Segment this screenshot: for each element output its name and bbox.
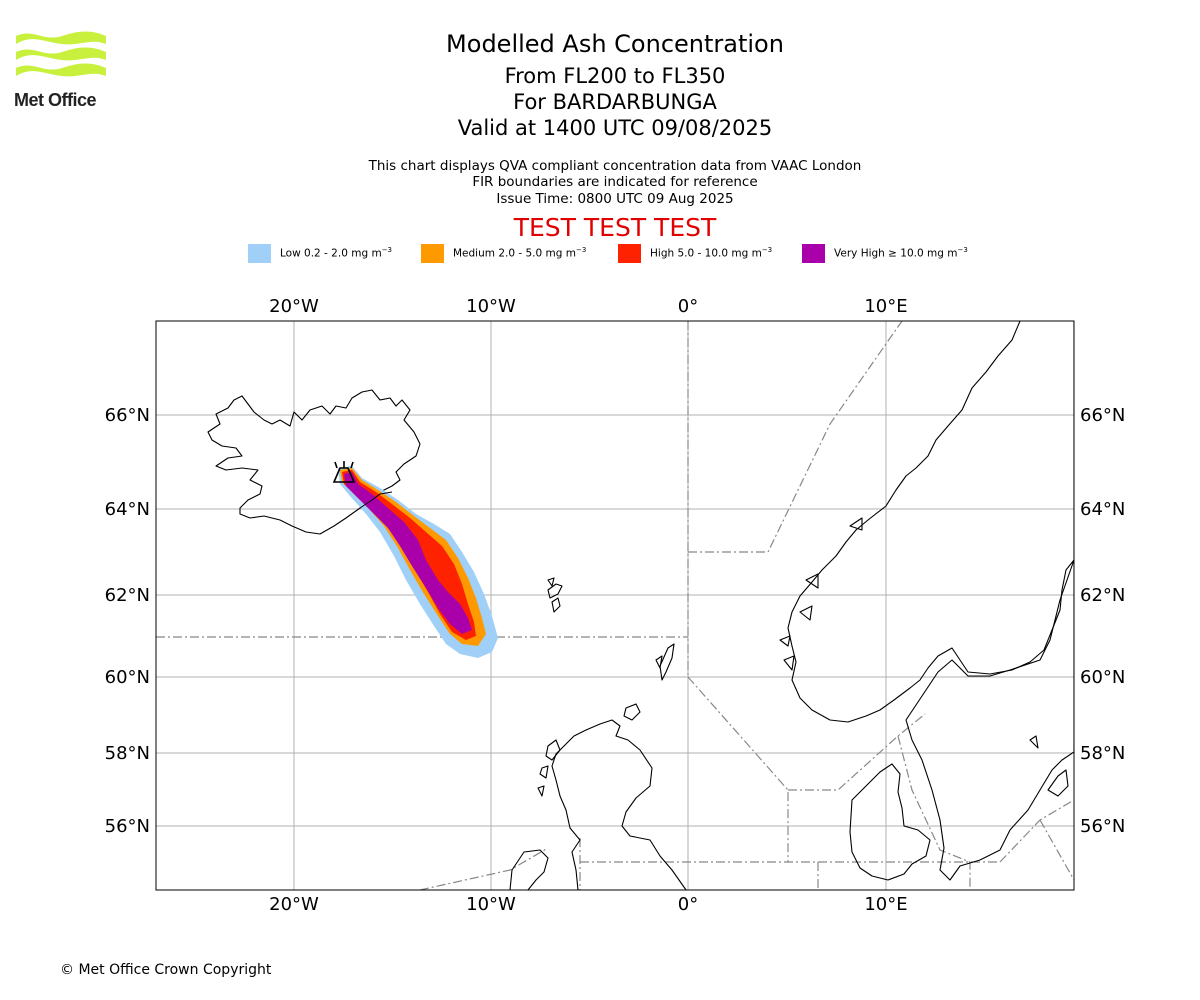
fir-note: FIR boundaries are indicated for referen…: [472, 174, 758, 190]
lat-label-right-56n: 56°N: [1080, 816, 1125, 837]
lat-labels-left: 66°N 64°N 62°N 60°N 58°N 56°N: [105, 405, 150, 837]
lat-label-left-62n: 62°N: [105, 585, 150, 606]
coastlines: [207, 321, 1074, 890]
lon-label-bottom-0: 0°: [678, 894, 698, 915]
lon-label-bottom-20w: 20°W: [269, 894, 319, 915]
compliance-note: This chart displays QVA compliant concen…: [368, 158, 862, 174]
lat-label-left-58n: 58°N: [105, 743, 150, 764]
lat-label-right-60n: 60°N: [1080, 667, 1125, 688]
iceland-se-coast-overlay: [359, 491, 393, 509]
lon-label-top-10w: 10°W: [466, 296, 516, 317]
met-office-waves-icon: [16, 31, 106, 77]
legend-swatch-medium: [421, 244, 444, 263]
lon-label-top-20w: 20°W: [269, 296, 319, 317]
lat-labels-right: 66°N 64°N 62°N 60°N 58°N 56°N: [1080, 405, 1125, 837]
sweden-coast: [905, 559, 1074, 881]
lon-label-bottom-10e: 10°E: [864, 894, 907, 915]
gridlines: [156, 321, 1074, 890]
legend-label-high: High 5.0 - 10.0 mg m−3: [650, 246, 773, 260]
plume-high-core: [426, 544, 458, 592]
orkney-islands: [623, 703, 641, 721]
norway-coast: [787, 321, 1074, 723]
fir-boundaries: [156, 321, 1074, 890]
met-office-logo: Met Office: [14, 28, 110, 114]
legend-label-low: Low 0.2 - 2.0 mg m−3: [280, 246, 393, 260]
chart-title: Modelled Ash Concentration: [446, 30, 784, 58]
flight-levels: From FL200 to FL350: [504, 64, 726, 88]
lat-label-left-60n: 60°N: [105, 667, 150, 688]
lat-label-left-64n: 64°N: [105, 499, 150, 520]
map-frame: [155, 320, 1075, 891]
test-banner: TEST TEST TEST: [513, 213, 717, 242]
volcano-name: For BARDARBUNGA: [513, 90, 717, 114]
lon-label-top-0: 0°: [678, 296, 698, 317]
copyright: © Met Office Crown Copyright: [60, 962, 272, 978]
lon-labels-bottom: 20°W 10°W 0° 10°E: [269, 894, 907, 915]
lon-label-bottom-10w: 10°W: [466, 894, 516, 915]
ireland-coast: [509, 849, 549, 890]
lon-label-top-10e: 10°E: [864, 296, 907, 317]
scotland-coast: [551, 719, 687, 890]
lat-label-right-64n: 64°N: [1080, 499, 1125, 520]
lat-label-right-58n: 58°N: [1080, 743, 1125, 764]
baltic-islands: [1029, 735, 1069, 797]
plume-very-high: [344, 472, 472, 634]
legend-label-very-high: Very High ≥ 10.0 mg m−3: [834, 246, 968, 260]
norway-fringe: [779, 517, 863, 671]
legend-label-medium: Medium 2.0 - 5.0 mg m−3: [453, 246, 587, 260]
faroe-islands: [547, 577, 563, 613]
volcano-icon: [332, 461, 356, 483]
legend-swatch-low: [248, 244, 271, 263]
lat-label-right-62n: 62°N: [1080, 585, 1125, 606]
lat-label-left-56n: 56°N: [105, 816, 150, 837]
lat-label-left-66n: 66°N: [105, 405, 150, 426]
shetland-islands: [655, 643, 675, 681]
issue-time: Issue Time: 0800 UTC 09 Aug 2025: [496, 191, 734, 207]
logo-text: Met Office: [14, 90, 97, 110]
lat-label-right-66n: 66°N: [1080, 405, 1125, 426]
hebrides: [537, 739, 561, 797]
legend-swatch-very-high: [802, 244, 825, 263]
valid-time: Valid at 1400 UTC 09/08/2025: [457, 116, 773, 140]
denmark-coast: [849, 763, 931, 881]
ash-plume: [338, 466, 498, 658]
lon-labels-top: 20°W 10°W 0° 10°E: [269, 296, 907, 317]
legend-swatch-high: [618, 244, 641, 263]
